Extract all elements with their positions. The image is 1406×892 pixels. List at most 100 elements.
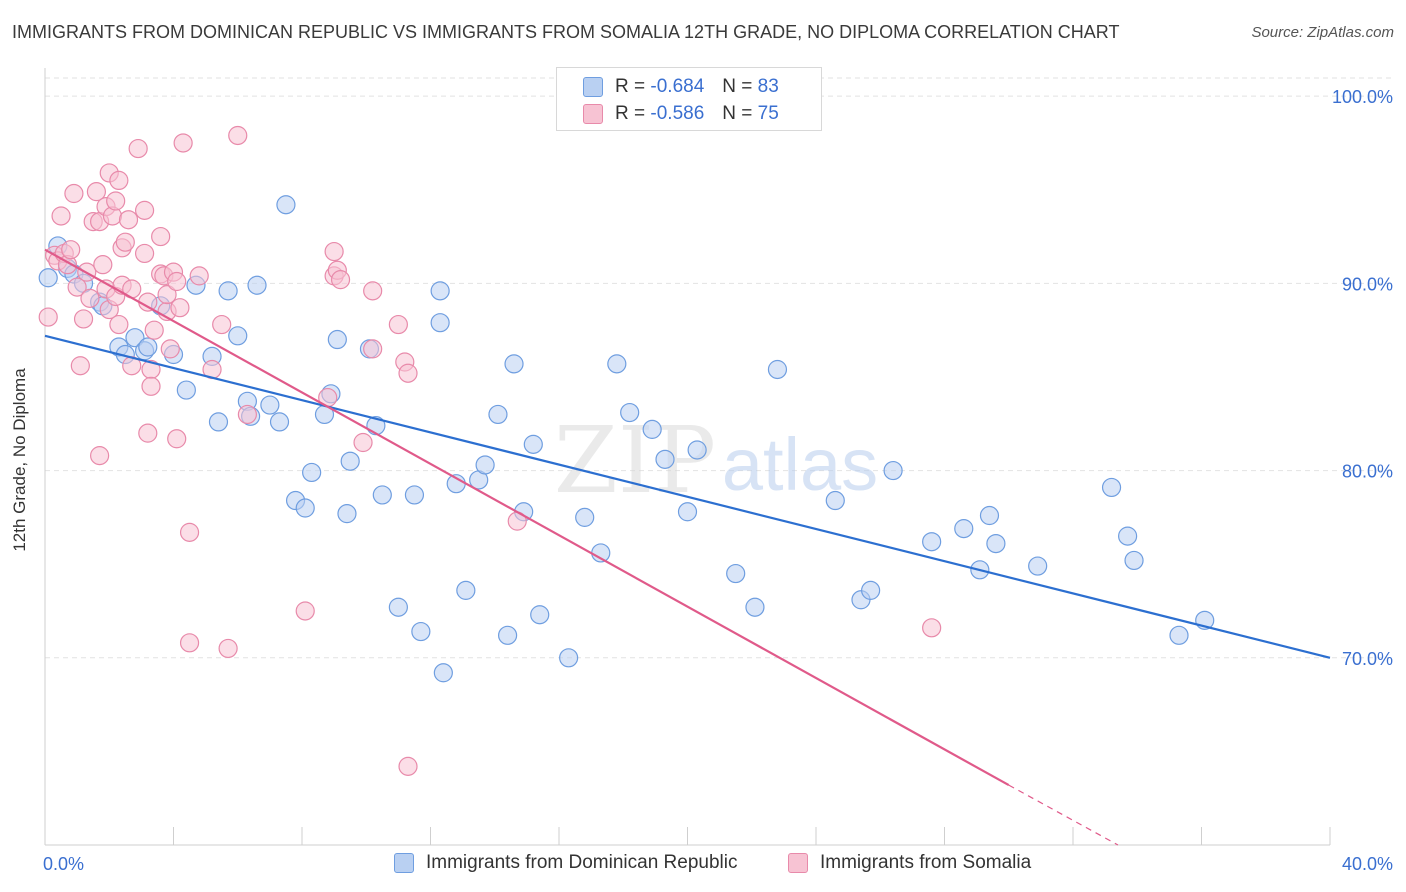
data-point-somalia — [398, 756, 418, 776]
data-point-dominican-republic — [456, 580, 476, 600]
data-point-dominican-republic — [327, 329, 347, 350]
data-point-somalia — [128, 138, 148, 159]
legend-series-name: Immigrants from Dominican Republic — [426, 852, 738, 873]
data-point-dominican-republic — [954, 519, 974, 539]
data-point-dominican-republic — [767, 359, 788, 380]
source-credit: Source: ZipAtlas.com — [1251, 24, 1394, 41]
data-point-somalia — [70, 356, 90, 376]
series-somalia-points — [38, 125, 942, 776]
data-point-dominican-republic — [337, 504, 357, 524]
data-point-dominican-republic — [620, 402, 640, 423]
data-point-somalia — [295, 601, 315, 621]
data-point-dominican-republic — [677, 502, 698, 522]
data-point-somalia — [144, 320, 164, 340]
data-point-somalia — [363, 281, 383, 301]
data-point-dominican-republic — [138, 337, 158, 357]
data-point-somalia — [398, 363, 418, 383]
legend-r-value: -0.684 — [650, 76, 705, 97]
data-point-somalia — [922, 618, 942, 638]
gridlines — [45, 77, 1392, 659]
data-point-dominican-republic — [726, 563, 746, 584]
y-tick-label: 80.0% — [1342, 462, 1393, 482]
data-point-dominican-republic — [411, 621, 431, 642]
legend-item-dominican-republic: Immigrants from Dominican Republic — [394, 852, 738, 874]
data-point-somalia — [189, 266, 209, 286]
data-point-somalia — [109, 314, 129, 335]
data-point-somalia — [167, 271, 187, 292]
data-point-dominican-republic — [340, 451, 360, 471]
data-point-dominican-republic — [825, 490, 845, 511]
data-point-dominican-republic — [861, 580, 881, 600]
data-point-dominican-republic — [504, 354, 524, 374]
data-point-somalia — [237, 404, 257, 425]
data-point-somalia — [212, 314, 232, 335]
legend-r-label: R = — [615, 76, 646, 97]
data-point-somalia — [86, 182, 107, 202]
data-point-somalia — [151, 226, 171, 247]
data-point-dominican-republic — [295, 498, 315, 518]
data-point-dominican-republic — [430, 313, 450, 333]
legend-n-label: N = — [722, 103, 753, 124]
legend-row-somalia: R = -0.586 N = 75 — [583, 102, 779, 126]
data-point-somalia — [388, 314, 408, 335]
data-point-somalia — [109, 170, 129, 191]
data-point-dominican-republic — [276, 195, 296, 215]
data-point-dominican-republic — [523, 434, 543, 454]
legend-series-name: Immigrants from Somalia — [820, 852, 1032, 873]
legend-r-value: -0.586 — [650, 103, 705, 124]
x-tick-label: 0.0% — [43, 854, 84, 874]
data-point-dominican-republic — [559, 648, 579, 668]
axes — [44, 68, 1331, 846]
data-point-somalia — [179, 633, 200, 653]
data-point-somalia — [141, 376, 161, 396]
data-point-dominican-republic — [488, 404, 508, 425]
y-tick-label: 100.0% — [1332, 87, 1393, 107]
data-point-somalia — [64, 183, 84, 204]
tick-labels: 70.0% 80.0% 90.0% 100.0% 0.0% 40.0% — [43, 87, 1393, 874]
x-tick-label: 40.0% — [1342, 854, 1393, 874]
legend-n-value: 83 — [757, 76, 779, 97]
legend-row-dominican-republic: R = -0.684 N = 83 — [583, 75, 779, 99]
legend-r-label: R = — [615, 103, 646, 124]
legend-n-value: 75 — [757, 103, 779, 124]
trend-lines — [44, 248, 1331, 846]
data-point-dominican-republic — [745, 597, 765, 617]
trend-line-dominican-republic — [44, 334, 1331, 659]
data-point-somalia — [324, 241, 344, 262]
data-point-dominican-republic — [302, 462, 322, 483]
chart-title: IMMIGRANTS FROM DOMINICAN REPUBLIC VS IM… — [12, 22, 1120, 42]
data-point-dominican-republic — [228, 326, 248, 346]
data-point-somalia — [134, 200, 155, 220]
data-point-dominican-republic — [1124, 550, 1144, 571]
watermark-atlas: atlas — [722, 423, 878, 506]
data-point-somalia — [134, 243, 155, 264]
data-point-somalia — [330, 270, 351, 290]
data-point-somalia — [61, 240, 81, 260]
data-point-somalia — [115, 232, 135, 252]
data-point-dominican-republic — [475, 455, 495, 475]
watermark: ZIP atlas — [554, 407, 878, 514]
data-point-dominican-republic — [1028, 556, 1048, 576]
data-point-somalia — [173, 133, 193, 153]
data-point-dominican-republic — [269, 412, 290, 432]
data-point-dominican-republic — [260, 395, 280, 415]
data-point-dominican-republic — [404, 485, 425, 505]
data-point-dominican-republic — [372, 485, 392, 505]
data-point-dominican-republic — [687, 440, 707, 460]
data-point-somalia — [179, 522, 200, 542]
data-point-somalia — [157, 285, 177, 305]
data-point-dominican-republic — [218, 281, 238, 301]
correlation-legend: R = -0.684 N = 83 R = -0.586 N = 75 — [556, 67, 822, 131]
data-point-dominican-republic — [642, 419, 662, 439]
data-point-somalia — [51, 206, 71, 226]
data-point-somalia — [160, 339, 180, 359]
trend-line-somalia — [44, 248, 1010, 787]
data-point-somalia — [363, 339, 383, 359]
data-point-somalia — [218, 638, 238, 659]
data-point-somalia — [67, 277, 87, 297]
data-point-somalia — [167, 429, 187, 449]
data-point-dominican-republic — [38, 268, 58, 288]
data-point-dominican-republic — [247, 275, 267, 295]
data-point-dominican-republic — [1101, 477, 1122, 498]
legend-swatch-blue — [583, 77, 603, 97]
